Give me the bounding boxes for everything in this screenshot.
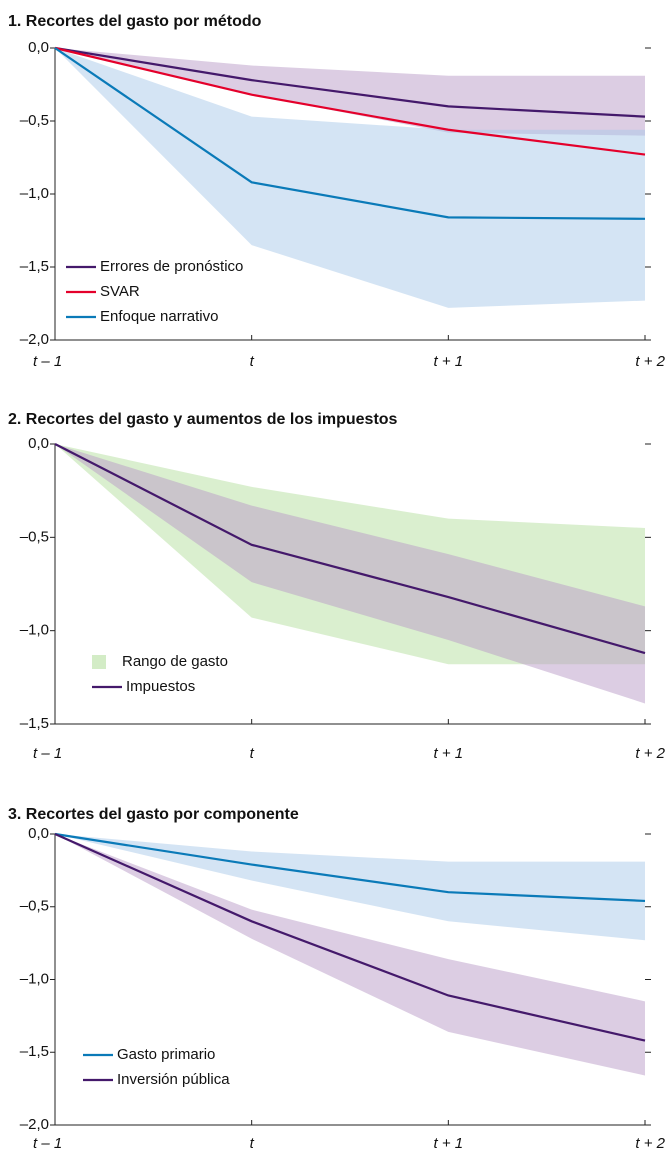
y-tick-label: –2,0: [20, 331, 49, 348]
chart-title: 1. Recortes del gasto por método: [8, 13, 262, 30]
y-tick-label: –0,5: [20, 112, 49, 129]
legend-label: Enfoque narrativo: [100, 308, 218, 325]
x-tick-label: t: [250, 353, 255, 370]
band: [55, 444, 645, 704]
y-tick-label: 0,0: [28, 825, 49, 842]
y-tick-label: 0,0: [28, 39, 49, 56]
x-tick-label: t: [250, 1135, 255, 1152]
x-tick-label: t + 1: [434, 745, 464, 762]
legend-swatch: [92, 655, 106, 669]
y-tick-label: 0,0: [28, 435, 49, 452]
y-tick-label: –1,5: [20, 715, 49, 732]
legend-label: SVAR: [100, 283, 140, 300]
series-line: [54, 47, 646, 220]
series-line: [54, 832, 646, 903]
legend-label: Errores de pronóstico: [100, 258, 243, 275]
band: [55, 48, 645, 308]
legend-label: Rango de gasto: [122, 653, 228, 670]
x-tick-label: t: [250, 745, 255, 762]
x-tick-label: t – 1: [33, 745, 62, 762]
chart-title: 2. Recortes del gasto y aumentos de los …: [8, 411, 398, 428]
series-line: [54, 46, 646, 118]
legend-label: Impuestos: [126, 678, 195, 695]
legend-label: Inversión pública: [117, 1071, 230, 1088]
y-tick-label: –1,0: [20, 970, 49, 987]
x-tick-label: t + 2: [635, 1135, 665, 1152]
band: [55, 834, 645, 941]
y-tick-label: –1,5: [20, 258, 49, 275]
x-tick-label: t + 2: [635, 353, 665, 370]
series-line: [54, 832, 646, 1042]
y-tick-label: –1,0: [20, 622, 49, 639]
x-tick-label: t + 2: [635, 745, 665, 762]
band: [55, 834, 645, 1076]
chart-title: 3. Recortes del gasto por componente: [8, 806, 299, 823]
x-tick-label: t – 1: [33, 1135, 62, 1152]
x-tick-label: t – 1: [33, 353, 62, 370]
y-tick-label: –0,5: [20, 528, 49, 545]
series-line: [54, 443, 646, 655]
band: [55, 48, 645, 136]
y-tick-label: –0,5: [20, 898, 49, 915]
y-tick-label: –1,5: [20, 1043, 49, 1060]
series-line: [54, 46, 646, 156]
legend-label: Gasto primario: [117, 1046, 215, 1063]
x-tick-label: t + 1: [434, 353, 464, 370]
x-tick-label: t + 1: [434, 1135, 464, 1152]
y-tick-label: –1,0: [20, 185, 49, 202]
y-tick-label: –2,0: [20, 1116, 49, 1133]
